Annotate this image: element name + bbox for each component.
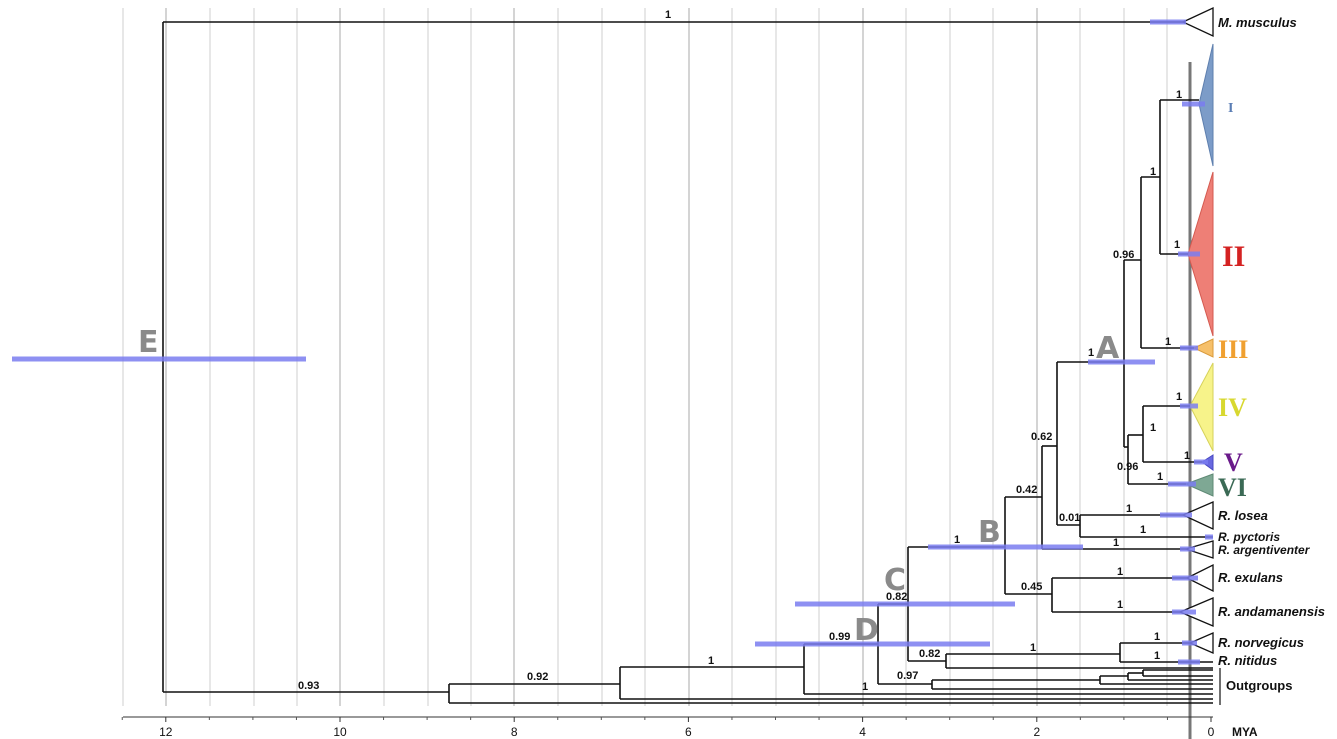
grid-lines bbox=[122, 8, 1192, 739]
node-letter-E: E bbox=[138, 325, 159, 360]
support-clade-I-II: 1 bbox=[1150, 166, 1156, 178]
axis-tick-label: 12 bbox=[159, 725, 173, 739]
axis-tick-label: 2 bbox=[1033, 725, 1040, 739]
taxon-andamanensis: R. andamanensis bbox=[1218, 604, 1325, 619]
axis-minor-ticks bbox=[121, 717, 1168, 720]
taxon-norvegicus: R. norvegicus bbox=[1218, 635, 1304, 650]
taxon-outgroups: Outgroups bbox=[1226, 678, 1292, 693]
support-clade-VI: 1 bbox=[1157, 471, 1163, 483]
support-andamanensis: 1 bbox=[1117, 599, 1123, 611]
support-node-A: 1 bbox=[1088, 347, 1094, 359]
support-node-042: 0.42 bbox=[1016, 484, 1037, 496]
support-node-D: 0.99 bbox=[829, 631, 850, 643]
support-node-082-bottom: 0.82 bbox=[919, 648, 940, 660]
axis-tick-label: 10 bbox=[333, 725, 347, 739]
support-node-C: 0.82 bbox=[886, 591, 907, 603]
node-letters: E A B C D bbox=[138, 325, 1120, 648]
axis-tick-label: 6 bbox=[685, 725, 692, 739]
support-clade-II: 1 bbox=[1174, 239, 1180, 251]
support-clade-IV: 1 bbox=[1176, 391, 1182, 403]
clade-I-triangle bbox=[1198, 43, 1214, 167]
support-exulans: 1 bbox=[1117, 566, 1123, 578]
taxon-argentiventer: R. argentiventer bbox=[1218, 543, 1311, 557]
taxon-musculus: M. musculus bbox=[1218, 15, 1297, 30]
axis-tick-label: 0 bbox=[1208, 725, 1215, 739]
taxon-nitidus: R. nitidus bbox=[1218, 653, 1277, 668]
clade-label-I: I bbox=[1228, 101, 1233, 116]
collapsed-clades bbox=[1178, 6, 1214, 654]
support-node-097: 0.97 bbox=[897, 670, 918, 682]
support-node-1-bottom: 1 bbox=[862, 681, 868, 693]
support-node-062: 0.62 bbox=[1031, 431, 1052, 443]
support-root-rattus: 0.93 bbox=[298, 680, 319, 692]
losea-triangle bbox=[1181, 501, 1214, 531]
clade-labels: I II III IV V VI bbox=[1218, 101, 1248, 502]
clade-label-VI: VI bbox=[1218, 473, 1247, 502]
clade-III-triangle bbox=[1192, 338, 1214, 358]
argentiventer-triangle bbox=[1183, 540, 1214, 559]
musculus-triangle bbox=[1181, 6, 1214, 38]
hpd-bars bbox=[12, 19, 1213, 665]
support-clade-I: 1 bbox=[1176, 89, 1182, 101]
support-node-096-bottom: 0.96 bbox=[1117, 461, 1138, 473]
clade-label-III: III bbox=[1218, 335, 1248, 364]
node-letter-A: A bbox=[1096, 331, 1120, 366]
support-outgroup-node: 0.92 bbox=[527, 671, 548, 683]
node-letter-D: D bbox=[854, 613, 879, 648]
support-values: 1 0.93 0.92 1 0.99 0.82 1 0.42 0.62 1 0.… bbox=[298, 9, 1190, 693]
node-letter-B: B bbox=[978, 515, 1001, 550]
clade-II-triangle bbox=[1187, 171, 1214, 337]
axis-unit: MYA bbox=[1232, 725, 1258, 739]
axis-major-ticks: 12 10 8 6 4 2 0 bbox=[159, 717, 1215, 739]
time-axis: 12 10 8 6 4 2 0 MYA bbox=[121, 716, 1258, 739]
clade-VI-triangle bbox=[1184, 473, 1214, 497]
clade-label-V: V bbox=[1224, 448, 1243, 477]
taxon-losea: R. losea bbox=[1218, 508, 1268, 523]
support-losea: 1 bbox=[1126, 503, 1132, 515]
support-clade-IV-V: 1 bbox=[1150, 422, 1156, 434]
taxon-exulans: R. exulans bbox=[1218, 570, 1283, 585]
support-exulans-andamanensis: 0.45 bbox=[1021, 581, 1042, 593]
clade-IV-triangle bbox=[1189, 362, 1214, 452]
exulans-triangle bbox=[1185, 563, 1214, 593]
support-outgroup-node2: 1 bbox=[708, 655, 714, 667]
clade-label-IV: IV bbox=[1218, 393, 1247, 422]
support-losea-pyctoris: 0.01 bbox=[1059, 512, 1080, 524]
clade-label-II: II bbox=[1222, 240, 1245, 273]
support-nitidus: 1 bbox=[1154, 650, 1160, 662]
support-node-B: 1 bbox=[954, 534, 960, 546]
support-pyctoris: 1 bbox=[1140, 524, 1146, 536]
support-node-096-top: 0.96 bbox=[1113, 249, 1134, 261]
support-norvegicus: 1 bbox=[1154, 631, 1160, 643]
support-root-musculus: 1 bbox=[665, 9, 671, 21]
taxon-labels: M. musculus R. losea R. pyctoris R. arge… bbox=[1218, 15, 1325, 705]
axis-tick-label: 4 bbox=[859, 725, 866, 739]
taxon-pyctoris: R. pyctoris bbox=[1218, 530, 1280, 544]
axis-tick-label: 8 bbox=[511, 725, 518, 739]
node-letter-C: C bbox=[884, 563, 906, 598]
norvegicus-triangle bbox=[1188, 632, 1214, 654]
support-clade-III: 1 bbox=[1165, 336, 1171, 348]
support-argentiventer: 1 bbox=[1113, 537, 1119, 549]
andamanensis-triangle bbox=[1178, 597, 1214, 627]
support-norvegicus-nitidus: 1 bbox=[1030, 642, 1036, 654]
support-clade-V: 1 bbox=[1184, 450, 1190, 462]
branches bbox=[162, 21, 1213, 704]
